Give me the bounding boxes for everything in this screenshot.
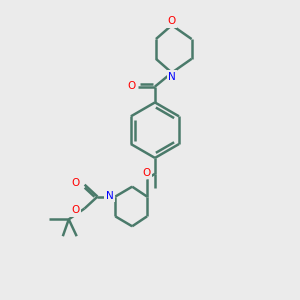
Text: N: N [106, 190, 113, 201]
Text: O: O [168, 16, 176, 26]
Text: O: O [72, 206, 80, 215]
Text: O: O [142, 168, 150, 178]
Text: O: O [127, 81, 135, 91]
Text: N: N [168, 72, 176, 82]
Text: O: O [72, 178, 80, 188]
